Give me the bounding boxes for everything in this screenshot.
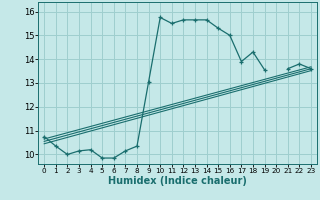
X-axis label: Humidex (Indice chaleur): Humidex (Indice chaleur) <box>108 176 247 186</box>
